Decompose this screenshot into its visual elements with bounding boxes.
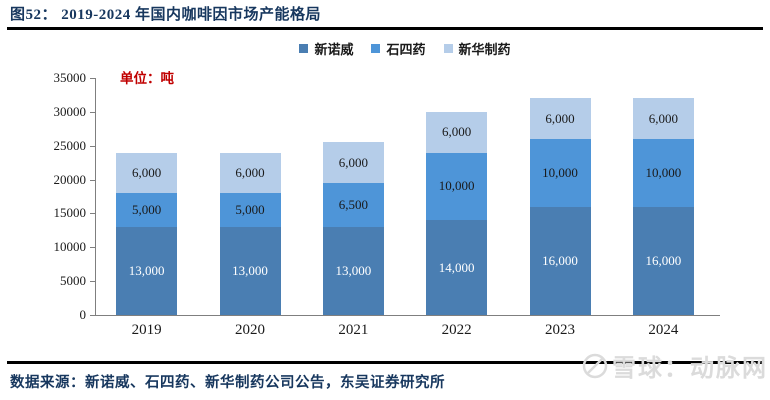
figure-title: 图52： 2019-2024 年国内咖啡因市场产能格局	[10, 7, 321, 23]
chart-legend: 新诺威 石四药 新华制药	[95, 39, 715, 58]
bar-value-label: 16,000	[542, 252, 578, 268]
unit-label: 单位：吨	[120, 71, 174, 86]
y-tick-mark	[90, 315, 95, 316]
y-tick-label: 30000	[53, 103, 87, 119]
bar-value-label: 13,000	[232, 262, 268, 278]
bar-segment-2021-新诺威: 13,000	[322, 226, 384, 315]
bar-segment-2019-新诺威: 13,000	[116, 226, 178, 315]
bar-segment-2020-新华制药: 6,000	[219, 152, 281, 194]
watermark-text: 雪球：动脉网	[612, 356, 768, 382]
legend-swatch-icon	[299, 43, 309, 53]
x-tick-label-2024: 2024	[648, 322, 679, 338]
bar-segment-2024-新诺威: 16,000	[632, 206, 694, 315]
legend-swatch-icon	[443, 43, 453, 53]
legend-item-2: 新华制药	[443, 39, 511, 58]
bar-value-label: 5,000	[235, 202, 265, 218]
watermark-logo-icon	[582, 353, 608, 378]
bar-segment-2019-新华制药: 6,000	[116, 152, 178, 194]
bar-segment-2023-新华制药: 6,000	[529, 98, 591, 139]
legend-label: 石四药	[386, 41, 426, 57]
bar-segment-2019-石四药: 5,000	[116, 193, 178, 227]
x-axis-line	[95, 315, 720, 316]
bar-value-label: 10,000	[438, 178, 475, 194]
x-tick-label-2021: 2021	[338, 322, 369, 338]
bar-segment-2024-石四药: 10,000	[632, 138, 694, 207]
y-tick-label: 0	[79, 307, 87, 322]
bar-segment-2020-新诺威: 13,000	[219, 226, 281, 315]
bar-value-label: 14,000	[438, 259, 475, 275]
x-axis-labels: 2019 2020 2021 2022 2023 2024	[95, 322, 715, 342]
y-tick-mark	[90, 78, 95, 79]
bar-segment-2021-新华制药: 6,000	[322, 142, 384, 183]
bar-value-label: 10,000	[542, 164, 578, 180]
y-tick-mark	[90, 179, 95, 181]
bar-segment-2022-石四药: 10,000	[426, 152, 488, 221]
x-tick-label-2020: 2020	[234, 322, 265, 338]
legend-swatch-icon	[371, 43, 381, 53]
y-tick-label: 35000	[53, 70, 87, 85]
x-tick-label-2022: 2022	[441, 322, 472, 338]
bar-value-label: 13,000	[335, 262, 372, 278]
bar-segment-2024-新华制药: 6,000	[632, 98, 694, 139]
bar-segment-2022-新诺威: 14,000	[426, 220, 488, 315]
bar-value-label: 6,000	[132, 164, 162, 180]
bar-value-label: 13,000	[128, 262, 165, 278]
bar-value-label: 6,000	[648, 110, 678, 126]
y-tick-mark	[90, 281, 95, 283]
data-source-text: 数据来源：新诺威、石四药、新华制药公司公告，东吴证券研究所	[10, 375, 445, 391]
bar-value-label: 6,000	[338, 154, 368, 170]
legend-label: 新华制药	[458, 41, 511, 57]
plot-area: 13,000 5,000 6,000 13,000 5,000 6,000 13,000 6,…	[95, 78, 715, 315]
y-tick-label: 15000	[53, 205, 87, 221]
bar-value-label: 6,000	[442, 124, 472, 140]
footer-divider-rule	[7, 361, 763, 364]
y-tick-label: 5000	[60, 273, 86, 289]
y-tick-label: 20000	[53, 171, 87, 187]
title-divider-rule	[7, 27, 763, 30]
watermark: 雪球：动脉网	[582, 348, 768, 383]
legend-item-1: 石四药	[371, 39, 426, 58]
y-tick-mark	[90, 247, 95, 249]
bar-value-label: 5,000	[132, 202, 162, 218]
legend-item-0: 新诺威	[299, 39, 353, 58]
y-tick-mark	[90, 145, 95, 147]
bar-segment-2020-石四药: 5,000	[219, 193, 281, 227]
y-tick-label: 25000	[53, 137, 87, 153]
x-tick-label-2019: 2019	[131, 322, 162, 338]
y-tick-label: 10000	[53, 239, 87, 255]
bar-value-label: 6,000	[235, 164, 265, 180]
x-tick-label-2023: 2023	[544, 322, 575, 338]
y-tick-mark	[90, 213, 95, 215]
legend-label: 新诺威	[314, 41, 354, 57]
bar-value-label: 16,000	[645, 252, 682, 268]
y-tick-mark	[90, 111, 95, 113]
bar-value-label: 10,000	[645, 164, 682, 180]
bar-segment-2023-石四药: 10,000	[529, 138, 591, 207]
bar-value-label: 6,500	[338, 196, 368, 212]
y-axis-labels: 0 5000 10000 15000 20000 25000 30000 35000	[0, 0, 87, 400]
bar-segment-2023-新诺威: 16,000	[529, 206, 591, 315]
bar-segment-2021-石四药: 6,500	[322, 182, 384, 227]
bar-value-label: 6,000	[545, 110, 575, 126]
bar-segment-2022-新华制药: 6,000	[426, 111, 488, 153]
y-axis-line	[95, 78, 96, 315]
